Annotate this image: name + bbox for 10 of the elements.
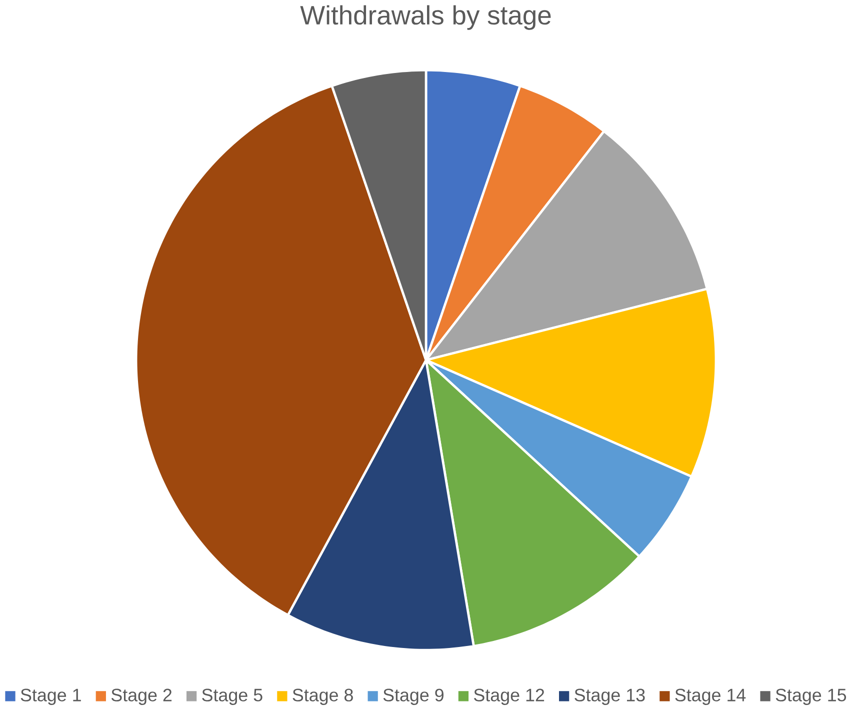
chart-title: Withdrawals by stage: [300, 5, 551, 30]
legend-label: Stage 12: [474, 688, 544, 705]
legend-label: Stage 14: [675, 688, 746, 705]
legend-label: Stage 8: [292, 688, 353, 705]
legend-label: Stage 13: [574, 688, 645, 705]
legend-label: Stage 15: [776, 688, 846, 705]
legend-label: Stage 2: [111, 688, 172, 705]
legend-label: Stage 5: [202, 688, 262, 705]
legend-label: Stage 9: [383, 688, 444, 705]
legend-label: Stage 1: [20, 688, 81, 705]
